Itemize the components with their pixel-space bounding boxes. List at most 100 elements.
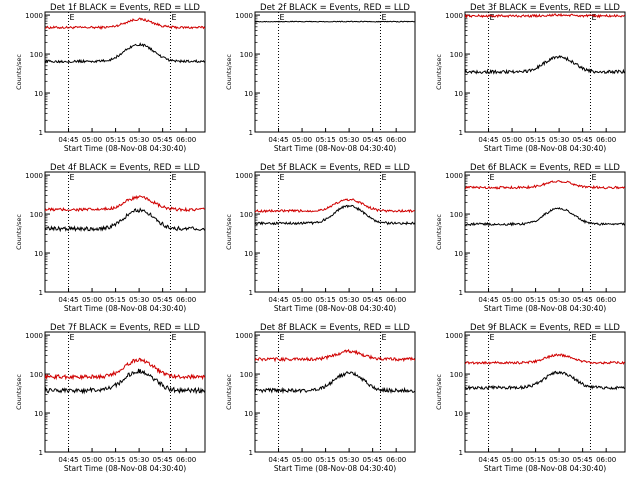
event-marker: E (490, 333, 495, 342)
y-tick-label: 1 (39, 449, 43, 457)
y-tick-label: 1000 (235, 12, 253, 20)
y-tick-label: 1000 (445, 172, 463, 180)
series-events-line (465, 55, 625, 75)
x-tick-label: 05:30 (129, 296, 149, 304)
x-tick-label: 04:45 (58, 296, 78, 304)
x-tick-label: 04:45 (268, 456, 288, 464)
x-tick-label: 06:00 (176, 456, 196, 464)
y-axis-label: Counts/sec (225, 214, 233, 250)
y-tick-label: 1000 (25, 172, 43, 180)
x-tick-label: 04:45 (478, 136, 498, 144)
plot-frame (464, 171, 626, 293)
x-tick-label: 05:00 (82, 456, 102, 464)
y-tick-label: 100 (30, 51, 43, 59)
y-tick-label: 1000 (25, 12, 43, 20)
y-tick-label: 10 (244, 90, 253, 98)
plot-frame (254, 11, 416, 133)
y-tick-label: 1 (249, 449, 253, 457)
event-marker: E (171, 173, 176, 182)
event-marker: E (280, 13, 285, 22)
y-tick-label: 1000 (445, 12, 463, 20)
panel-title: Det 1f BLACK = Events, RED = LLD (50, 3, 200, 13)
x-tick-label: 05:30 (549, 296, 569, 304)
x-axis-label: Start Time (08-Nov-08 04:30:40) (484, 464, 606, 473)
x-tick-label: 05:30 (129, 136, 149, 144)
event-marker: E (171, 13, 176, 22)
panel-title: Det 7f BLACK = Events, RED = LLD (50, 323, 200, 333)
event-marker: E (381, 13, 386, 22)
event-marker: E (171, 333, 176, 342)
event-marker: E (490, 173, 495, 182)
x-tick-label: 04:45 (58, 136, 78, 144)
panel-title: Det 8f BLACK = Events, RED = LLD (260, 323, 410, 333)
plot-frame (254, 171, 416, 293)
x-tick-label: 05:00 (82, 136, 102, 144)
y-tick-label: 10 (454, 90, 463, 98)
x-tick-label: 05:00 (502, 136, 522, 144)
x-tick-label: 06:00 (176, 136, 196, 144)
series-events-line (45, 368, 205, 395)
event-marker: E (280, 173, 285, 182)
x-axis-label: Start Time (08-Nov-08 04:30:40) (64, 304, 186, 313)
x-tick-label: 05:45 (573, 136, 593, 144)
y-axis-label: Counts/sec (225, 54, 233, 90)
series-events-line (465, 206, 625, 227)
x-tick-label: 04:45 (268, 136, 288, 144)
x-tick-label: 04:45 (268, 296, 288, 304)
panel-title: Det 9f BLACK = Events, RED = LLD (470, 323, 620, 333)
y-tick-label: 1 (39, 289, 43, 297)
series-events-line (465, 370, 625, 391)
x-tick-label: 05:30 (129, 456, 149, 464)
series-events-line (45, 42, 205, 64)
x-tick-label: 04:45 (478, 456, 498, 464)
x-axis-label: Start Time (08-Nov-08 04:30:40) (274, 304, 396, 313)
series-events-line (255, 20, 415, 23)
y-tick-label: 1 (249, 129, 253, 137)
y-tick-label: 100 (240, 371, 253, 379)
x-tick-label: 05:30 (339, 456, 359, 464)
x-tick-label: 06:00 (596, 136, 616, 144)
x-tick-label: 05:15 (525, 456, 545, 464)
x-axis-label: Start Time (08-Nov-08 04:30:40) (484, 144, 606, 153)
x-tick-label: 06:00 (386, 136, 406, 144)
y-tick-label: 10 (34, 410, 43, 418)
y-axis-label: Counts/sec (435, 214, 443, 250)
plot-frame (464, 331, 626, 453)
x-axis-label: Start Time (08-Nov-08 04:30:40) (64, 464, 186, 473)
x-tick-label: 05:45 (573, 296, 593, 304)
x-tick-label: 06:00 (596, 296, 616, 304)
event-marker: E (591, 333, 596, 342)
x-tick-label: 05:15 (315, 136, 335, 144)
panel-title: Det 3f BLACK = Events, RED = LLD (470, 3, 620, 13)
y-tick-label: 1000 (25, 332, 43, 340)
panel-title: Det 6f BLACK = Events, RED = LLD (470, 163, 620, 173)
y-tick-label: 100 (30, 371, 43, 379)
y-tick-label: 10 (244, 250, 253, 258)
y-tick-label: 10 (34, 250, 43, 258)
series-events-line (255, 370, 415, 394)
x-tick-label: 05:00 (292, 136, 312, 144)
x-tick-label: 05:45 (363, 296, 383, 304)
event-marker: E (70, 333, 75, 342)
event-marker: E (591, 13, 596, 22)
y-tick-label: 100 (240, 51, 253, 59)
series-lld-line (255, 348, 415, 363)
series-lld-line (45, 194, 205, 213)
x-axis-label: Start Time (08-Nov-08 04:30:40) (484, 304, 606, 313)
x-tick-label: 05:45 (573, 456, 593, 464)
x-tick-label: 05:30 (549, 456, 569, 464)
y-axis-label: Counts/sec (15, 54, 23, 90)
y-axis-label: Counts/sec (435, 54, 443, 90)
x-tick-label: 06:00 (386, 296, 406, 304)
x-tick-label: 06:00 (596, 456, 616, 464)
x-tick-label: 04:45 (478, 296, 498, 304)
event-marker: E (591, 173, 596, 182)
event-marker: E (381, 333, 386, 342)
y-axis-label: Counts/sec (15, 374, 23, 410)
